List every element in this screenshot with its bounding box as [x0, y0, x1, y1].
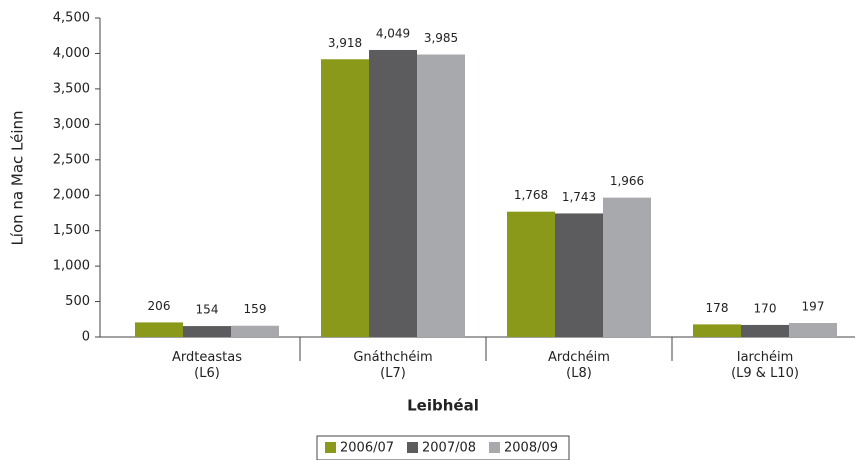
y-tick-label: 3,000 [53, 117, 90, 132]
y-tick-label: 2,000 [53, 188, 90, 203]
bar [507, 211, 555, 337]
y-tick-label: 2,500 [53, 152, 90, 167]
y-tick-label: 4,500 [53, 11, 90, 26]
data-label: 197 [802, 300, 825, 314]
legend-swatch [407, 442, 418, 453]
data-label: 3,985 [424, 31, 458, 45]
data-label: 206 [148, 299, 171, 313]
y-tick-label: 3,500 [53, 81, 90, 96]
x-tick-label: Ardchéim (L8) [548, 350, 610, 381]
x-tick-label: Ardteastas (L6) [172, 350, 242, 381]
data-label: 1,768 [514, 188, 548, 202]
data-label: 159 [244, 302, 267, 316]
bar [231, 325, 279, 337]
y-axis-label: Líon na Mac Léinn [9, 110, 27, 245]
legend-box [316, 435, 570, 460]
data-label: 1,743 [562, 190, 596, 204]
legend-label: 2007/08 [422, 441, 476, 456]
bar [741, 324, 789, 337]
bar [321, 59, 369, 338]
legend-swatch [489, 442, 500, 453]
y-tick-label: 500 [65, 294, 90, 309]
x-axis-label: Leibhéal [407, 397, 479, 415]
bar [183, 326, 231, 337]
data-label: 3,918 [328, 36, 362, 50]
legend-label: 2008/09 [504, 441, 558, 456]
x-tick-label: Iarchéim (L9 & L10) [731, 350, 799, 381]
data-label: 4,049 [376, 26, 410, 40]
x-tick-label: Gnáthchéim (L7) [353, 350, 432, 381]
data-label: 178 [706, 301, 729, 315]
legend-label: 2006/07 [340, 441, 394, 456]
bar [417, 54, 465, 337]
bar [555, 213, 603, 337]
y-tick-label: 1,500 [53, 223, 90, 238]
bar [789, 323, 837, 337]
bar [603, 197, 651, 337]
y-tick-label: 0 [82, 330, 90, 345]
bar [693, 324, 741, 337]
bar [369, 49, 417, 338]
bar [135, 322, 183, 337]
y-tick-label: 1,000 [53, 259, 90, 274]
data-label: 170 [754, 301, 777, 315]
data-label: 1,966 [610, 174, 644, 188]
y-tick-label: 4,000 [53, 46, 90, 61]
data-label: 154 [196, 303, 219, 317]
legend-swatch [325, 442, 336, 453]
